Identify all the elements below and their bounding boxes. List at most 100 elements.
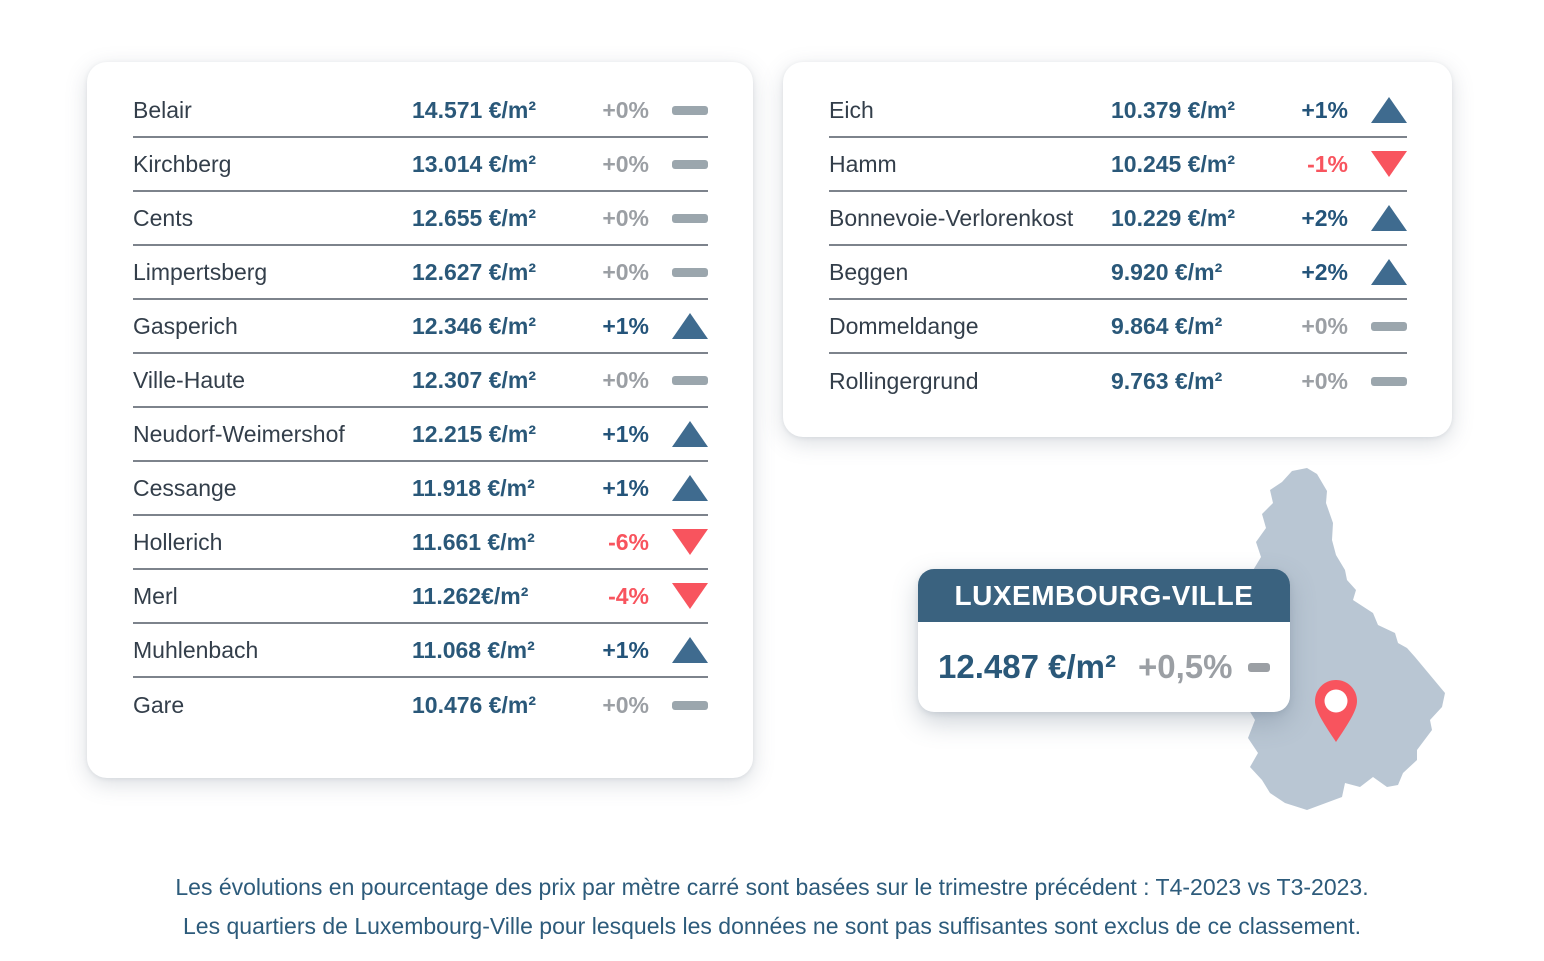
district-name: Eich xyxy=(829,96,874,123)
price-value: 12.346 €/m² xyxy=(412,312,537,339)
district-name: Belair xyxy=(133,96,192,123)
price-value: 11.661 €/m² xyxy=(412,528,535,555)
price-value: 11.918 €/m² xyxy=(412,474,535,501)
trend-flat-icon xyxy=(1371,376,1407,386)
district-name: Rollingergrund xyxy=(829,367,979,394)
trend-up-icon xyxy=(1371,97,1407,123)
price-value: 12.215 €/m² xyxy=(412,420,537,447)
table-row: Bonnevoie-Verlorenkost 10.229 €/m² +2% xyxy=(829,192,1407,246)
price-value: 10.245 €/m² xyxy=(1111,150,1236,177)
district-name: Cessange xyxy=(133,474,237,501)
district-name: Merl xyxy=(133,582,178,609)
change-percent: +2% xyxy=(1301,258,1348,285)
district-name: Hamm xyxy=(829,150,897,177)
trend-flat-icon xyxy=(672,267,708,277)
district-name: Dommeldange xyxy=(829,312,979,339)
price-table-right: Eich 10.379 €/m² +1% Hamm 10.245 €/m² -1… xyxy=(783,62,1452,437)
location-pin-icon xyxy=(1314,680,1358,743)
change-percent: -4% xyxy=(608,582,649,609)
district-name: Neudorf-Weimershof xyxy=(133,420,345,447)
trend-down-icon xyxy=(672,583,708,609)
table-row: Gare 10.476 €/m² +0% xyxy=(133,678,708,732)
trend-flat-icon xyxy=(672,700,708,710)
district-name: Beggen xyxy=(829,258,909,285)
luxembourg-map xyxy=(1243,458,1448,816)
change-percent: +1% xyxy=(1301,96,1348,123)
price-value: 9.864 €/m² xyxy=(1111,312,1223,339)
price-value: 12.307 €/m² xyxy=(412,366,537,393)
price-value: 11.262€/m² xyxy=(412,582,529,609)
table-row: Eich 10.379 €/m² +1% xyxy=(829,84,1407,138)
trend-flat-icon xyxy=(1371,321,1407,331)
district-name: Gasperich xyxy=(133,312,238,339)
change-percent: -1% xyxy=(1307,150,1348,177)
city-summary-title: LUXEMBOURG-VILLE xyxy=(918,569,1290,622)
table-row: Belair 14.571 €/m² +0% xyxy=(133,84,708,138)
city-price-value: 12.487 €/m² xyxy=(938,648,1116,685)
price-value: 9.920 €/m² xyxy=(1111,258,1223,285)
price-value: 13.014 €/m² xyxy=(412,150,537,177)
table-row: Cents 12.655 €/m² +0% xyxy=(133,192,708,246)
change-percent: +2% xyxy=(1301,204,1348,231)
price-value: 12.627 €/m² xyxy=(412,258,537,285)
table-row: Hollerich 11.661 €/m² -6% xyxy=(133,516,708,570)
city-summary-card: LUXEMBOURG-VILLE 12.487 €/m² +0,5% xyxy=(918,569,1290,712)
trend-flat-icon xyxy=(672,213,708,223)
change-percent: +1% xyxy=(602,474,649,501)
table-row: Hamm 10.245 €/m² -1% xyxy=(829,138,1407,192)
trend-up-icon xyxy=(672,421,708,447)
footnote-line-1: Les évolutions en pourcentage des prix p… xyxy=(175,874,1369,900)
table-row: Muhlenbach 11.068 €/m² +1% xyxy=(133,624,708,678)
price-value: 11.068 €/m² xyxy=(412,636,535,663)
trend-up-icon xyxy=(1371,259,1407,285)
table-row: Merl 11.262€/m² -4% xyxy=(133,570,708,624)
price-value: 9.763 €/m² xyxy=(1111,367,1223,394)
district-name: Gare xyxy=(133,691,185,718)
table-row: Dommeldange 9.864 €/m² +0% xyxy=(829,300,1407,354)
change-percent: +1% xyxy=(602,636,649,663)
trend-flat-icon xyxy=(672,159,708,169)
price-value: 10.229 €/m² xyxy=(1111,204,1236,231)
trend-down-icon xyxy=(672,529,708,555)
change-percent: +1% xyxy=(602,420,649,447)
trend-up-icon xyxy=(672,313,708,339)
footnote: Les évolutions en pourcentage des prix p… xyxy=(0,868,1544,946)
table-row: Ville-Haute 12.307 €/m² +0% xyxy=(133,354,708,408)
table-row: Cessange 11.918 €/m² +1% xyxy=(133,462,708,516)
price-table-left: Belair 14.571 €/m² +0% Kirchberg 13.014 … xyxy=(87,62,753,778)
district-name: Limpertsberg xyxy=(133,258,268,285)
price-value: 12.655 €/m² xyxy=(412,204,537,231)
change-percent: +0% xyxy=(602,258,649,285)
change-percent: +0% xyxy=(602,96,649,123)
table-row: Rollingergrund 9.763 €/m² +0% xyxy=(829,354,1407,408)
price-value: 10.379 €/m² xyxy=(1111,96,1236,123)
trend-down-icon xyxy=(1371,151,1407,177)
trend-up-icon xyxy=(672,637,708,663)
change-percent: +0% xyxy=(602,366,649,393)
district-name: Muhlenbach xyxy=(133,636,259,663)
district-name: Kirchberg xyxy=(133,150,232,177)
price-value: 10.476 €/m² xyxy=(412,691,537,718)
trend-flat-icon xyxy=(672,375,708,385)
district-name: Bonnevoie-Verlorenkost xyxy=(829,204,1074,231)
table-row: Gasperich 12.346 €/m² +1% xyxy=(133,300,708,354)
trend-flat-icon xyxy=(672,105,708,115)
table-row: Kirchberg 13.014 €/m² +0% xyxy=(133,138,708,192)
change-percent: +0% xyxy=(602,204,649,231)
change-percent: +0% xyxy=(1301,312,1348,339)
table-row: Beggen 9.920 €/m² +2% xyxy=(829,246,1407,300)
trend-up-icon xyxy=(672,475,708,501)
table-row: Neudorf-Weimershof 12.215 €/m² +1% xyxy=(133,408,708,462)
change-percent: -6% xyxy=(608,528,649,555)
change-percent: +0% xyxy=(602,150,649,177)
trend-flat-icon xyxy=(1248,662,1270,672)
change-percent: +1% xyxy=(602,312,649,339)
trend-up-icon xyxy=(1371,205,1407,231)
price-value: 14.571 €/m² xyxy=(412,96,537,123)
luxembourg-outline xyxy=(1245,468,1445,810)
city-change-percent: +0,5% xyxy=(1137,648,1233,685)
change-percent: +0% xyxy=(1301,367,1348,394)
footnote-line-2: Les quartiers de Luxembourg-Ville pour l… xyxy=(183,913,1361,939)
district-name: Ville-Haute xyxy=(133,366,246,393)
district-name: Hollerich xyxy=(133,528,223,555)
